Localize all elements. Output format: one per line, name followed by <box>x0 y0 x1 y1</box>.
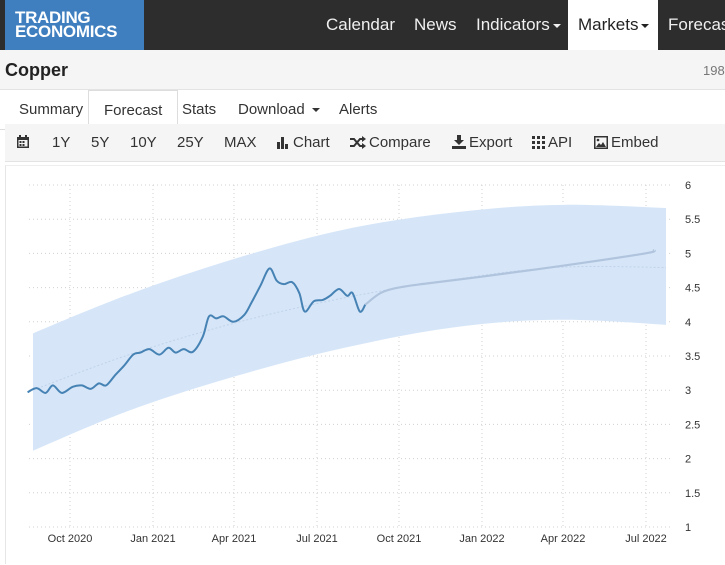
y-tick-label: 1 <box>685 522 691 534</box>
download-icon <box>452 135 466 149</box>
range-25y-button[interactable]: 25Y <box>177 134 204 151</box>
x-tick-label: Oct 2020 <box>48 533 93 545</box>
range-1y-button[interactable]: 1Y <box>52 134 71 151</box>
bar-chart-icon <box>277 137 288 149</box>
embed-button-label: Embed <box>611 134 659 151</box>
page-title: Copper <box>5 60 68 80</box>
title-bar: Copper 198 <box>0 50 725 90</box>
chart-button[interactable]: Chart <box>277 124 330 162</box>
x-tick-label: Apr 2021 <box>212 533 257 545</box>
range-10y-button[interactable]: 10Y <box>130 134 157 151</box>
nav-news[interactable]: News <box>414 15 457 34</box>
shuffle-icon <box>350 136 366 149</box>
grid-icon <box>532 136 545 149</box>
y-tick-label: 4 <box>685 317 691 329</box>
forecast-series-line <box>364 248 656 306</box>
tab-stats[interactable]: Stats <box>182 101 217 118</box>
x-tick-label: Jan 2022 <box>459 533 504 545</box>
chart-button-label: Chart <box>293 134 330 151</box>
export-button[interactable]: Export <box>452 124 512 162</box>
trend-line <box>33 265 666 391</box>
export-button-label: Export <box>469 134 513 151</box>
nav-markets-label: Markets <box>578 15 639 34</box>
compare-button[interactable]: Compare <box>350 124 431 162</box>
chart-toolbar: 1Y 5Y 10Y 25Y MAX Chart Compare Export A… <box>5 124 725 162</box>
chevron-down-icon <box>311 108 320 113</box>
chart-area: 6 5.5 5 4.5 4 3.5 3 2.5 2 1.5 1 Oct 2020 Jan 2021 Apr… <box>5 165 725 564</box>
brand-line-2: ECONOMICS <box>15 22 118 41</box>
forecast-confidence-band <box>33 204 666 451</box>
x-tick-label: Oct 2021 <box>377 533 422 545</box>
chevron-down-icon <box>552 23 561 28</box>
tab-download-label: Download <box>238 101 305 118</box>
y-tick-label: 3.5 <box>685 351 700 363</box>
nav-indicators-label: Indicators <box>476 15 550 34</box>
calendar-icon[interactable] <box>16 124 33 162</box>
compare-button-label: Compare <box>369 134 431 151</box>
nav-markets[interactable]: Markets <box>568 0 658 50</box>
y-tick-label: 3 <box>685 385 691 397</box>
brand-line-1: TRADING <box>15 8 91 27</box>
embed-button[interactable]: Embed <box>594 124 659 162</box>
x-tick-label: Jul 2021 <box>296 533 338 545</box>
y-tick-label: 2 <box>685 454 691 466</box>
nav-calendar[interactable]: Calendar <box>326 15 395 34</box>
nav-indicators[interactable]: Indicators <box>476 0 561 50</box>
api-button-label: API <box>548 134 573 151</box>
image-icon <box>594 136 608 149</box>
range-max-button[interactable]: MAX <box>224 134 257 151</box>
y-tick-label: 5 <box>685 248 691 260</box>
x-tick-label: Jul 2022 <box>625 533 667 545</box>
y-tick-label: 4.5 <box>685 283 700 295</box>
x-tick-label: Jan 2021 <box>130 533 175 545</box>
x-tick-label: Apr 2022 <box>541 533 586 545</box>
y-tick-label: 2.5 <box>685 419 700 431</box>
nav-forecast[interactable]: Forecas <box>668 15 725 34</box>
tab-summary[interactable]: Summary <box>19 101 84 118</box>
tab-alerts[interactable]: Alerts <box>339 101 378 118</box>
brand-logo[interactable]: TRADING ECONOMICS <box>5 0 144 50</box>
copper-forecast-chart: 6 5.5 5 4.5 4 3.5 3 2.5 2 1.5 1 Oct 2020 Jan 2021 Apr… <box>27 180 700 545</box>
chevron-down-icon <box>641 23 650 28</box>
api-button[interactable]: API <box>532 124 572 162</box>
actual-series-line <box>27 267 367 394</box>
range-5y-button[interactable]: 5Y <box>91 134 110 151</box>
y-tick-label: 1.5 <box>685 488 700 500</box>
y-tick-label: 5.5 <box>685 214 700 226</box>
top-navbar: TRADING ECONOMICS Calendar News Indicato… <box>0 0 725 50</box>
tab-download[interactable]: Download <box>238 90 320 130</box>
price-value: 198 <box>703 63 725 78</box>
y-tick-label: 6 <box>685 180 691 192</box>
